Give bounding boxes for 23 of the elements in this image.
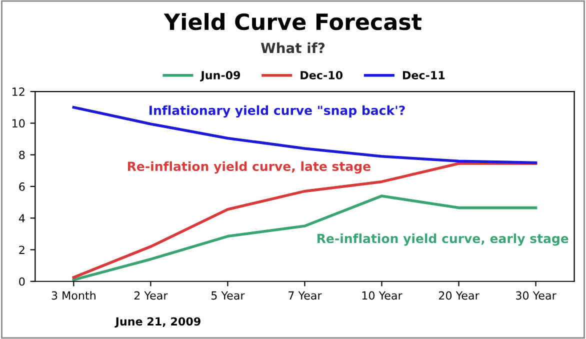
legend-label: Dec-10 — [300, 70, 343, 80]
annotation: Re-inflation yield curve, early stage — [317, 234, 568, 246]
chart-title: Yield Curve Forecast — [164, 12, 422, 30]
x-tick-label: 5 Year — [211, 291, 245, 300]
x-tick-label: 3 Month — [52, 291, 96, 300]
y-tick-label: 4 — [18, 214, 25, 222]
legend-label: Dec-11 — [402, 71, 445, 80]
x-tick-label: 7 Year — [288, 291, 322, 300]
y-tick-label: 12 — [12, 88, 24, 96]
y-tick-label: 2 — [19, 246, 24, 254]
annotation: Re-inflation yield curve, late stage — [128, 161, 370, 174]
legend-label: Jun-09 — [200, 70, 240, 82]
x-tick-label: 30 Year — [516, 291, 556, 300]
x-tick-label: 2 Year — [134, 291, 168, 300]
text: June 21, 2009 — [114, 317, 200, 328]
x-tick-label: 20 Year — [438, 291, 480, 300]
annotation: Inflationary yield curve "snap back'? — [150, 105, 405, 118]
y-tick-label: 0 — [19, 277, 25, 286]
y-tick-label: 10 — [12, 119, 25, 128]
y-tick-label: 6 — [19, 182, 25, 191]
x-tick-label: 10 Year — [362, 291, 402, 300]
y-tick-label: 8 — [19, 150, 25, 160]
chart-subtitle: What if? — [260, 42, 325, 54]
